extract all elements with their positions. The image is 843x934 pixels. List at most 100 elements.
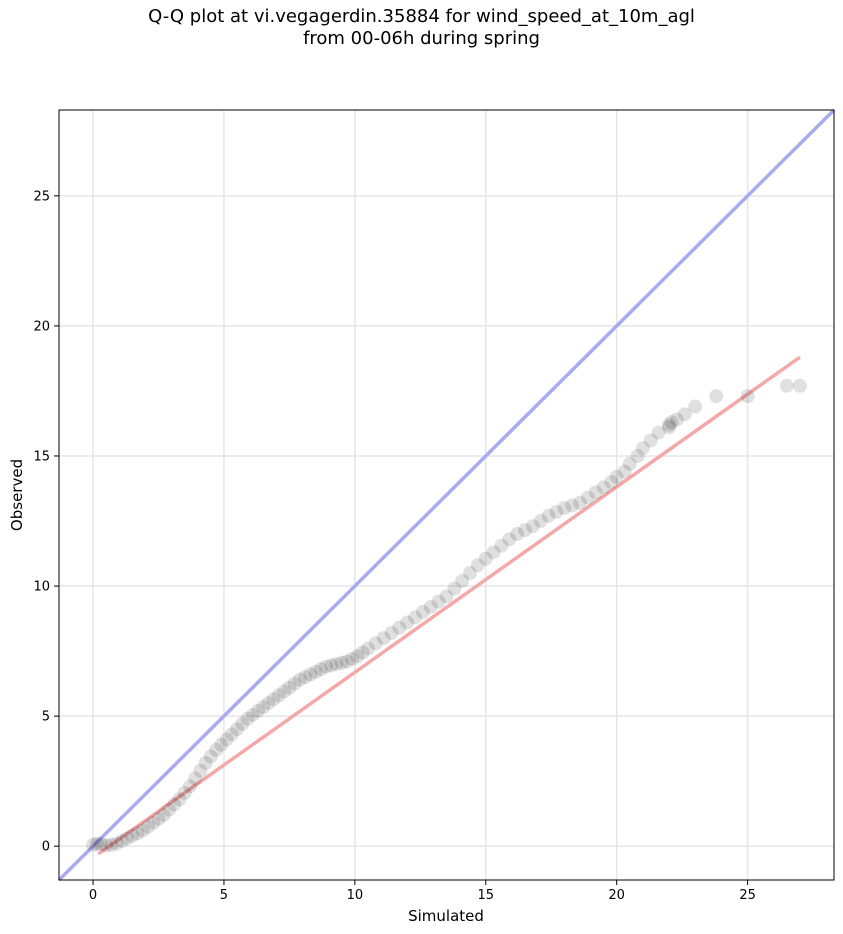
data-point	[518, 523, 533, 538]
data-point	[662, 420, 677, 435]
data-point	[261, 696, 276, 711]
data-point	[669, 412, 684, 427]
data-point	[494, 538, 509, 553]
data-point	[617, 464, 632, 479]
data-point	[510, 527, 525, 542]
data-point	[109, 836, 124, 851]
data-point	[135, 823, 150, 838]
data-points	[86, 378, 807, 853]
data-point	[557, 501, 572, 516]
data-point	[177, 785, 192, 800]
data-point	[156, 807, 171, 822]
data-point	[324, 658, 339, 673]
data-point	[525, 519, 540, 534]
data-point	[256, 700, 271, 715]
data-point	[502, 532, 517, 547]
axis-ticks: 0 5 10 15 20 25 0 5 10 15 20 25	[33, 189, 755, 903]
fit-line	[97, 355, 801, 856]
x-tick-label: 20	[608, 888, 625, 903]
data-point	[580, 490, 595, 505]
data-point	[298, 670, 313, 685]
data-point	[235, 716, 250, 731]
identity-line	[57, 108, 836, 882]
data-point	[120, 831, 135, 846]
data-point	[609, 469, 624, 484]
data-point	[266, 692, 281, 707]
grid-lines	[59, 110, 834, 880]
data-point	[303, 667, 318, 682]
data-point	[740, 389, 755, 404]
y-tick-label: 5	[42, 710, 50, 725]
data-point	[146, 815, 161, 830]
data-point	[664, 415, 679, 430]
data-point	[104, 837, 119, 852]
data-point	[214, 737, 229, 752]
data-point	[193, 763, 208, 778]
data-point	[89, 836, 104, 851]
data-point	[198, 755, 213, 770]
y-tick-label: 0	[42, 840, 50, 855]
data-point	[447, 581, 462, 596]
data-point	[167, 797, 182, 812]
data-point	[141, 819, 156, 834]
data-point	[277, 684, 292, 699]
data-point	[400, 615, 415, 630]
data-point	[368, 636, 383, 651]
data-point	[271, 688, 286, 703]
y-axis-label: Observed	[8, 459, 26, 531]
data-point	[455, 573, 470, 588]
data-point	[93, 837, 108, 852]
data-point	[114, 833, 129, 848]
data-point	[470, 558, 485, 573]
data-point	[478, 551, 493, 566]
x-tick-label: 25	[739, 888, 756, 903]
data-point	[376, 631, 391, 646]
data-point	[182, 779, 197, 794]
data-point	[588, 485, 603, 500]
data-point	[384, 625, 399, 640]
chart-title-line2: from 00-06h during spring	[303, 28, 540, 49]
data-point	[224, 727, 239, 742]
data-point	[355, 645, 370, 660]
data-point	[99, 838, 114, 853]
data-point	[319, 659, 334, 674]
data-point	[439, 589, 454, 604]
x-tick-label: 15	[478, 888, 495, 903]
data-point	[779, 378, 794, 393]
data-point	[486, 545, 501, 560]
data-point	[630, 448, 645, 463]
data-point	[565, 498, 580, 513]
x-tick-label: 10	[347, 888, 364, 903]
data-point	[340, 654, 355, 669]
data-point	[334, 655, 349, 670]
data-point	[677, 407, 692, 422]
data-point	[86, 837, 101, 852]
data-point	[415, 605, 430, 620]
y-tick-label: 15	[33, 449, 50, 464]
x-axis-label: Simulated	[408, 907, 484, 925]
data-point	[643, 433, 658, 448]
data-point	[549, 504, 564, 519]
chart-title-line1: Q-Q plot at vi.vegagerdin.35884 for wind…	[148, 6, 695, 27]
data-point	[130, 826, 145, 841]
data-point	[209, 742, 224, 757]
data-point	[662, 417, 677, 432]
data-point	[431, 594, 446, 609]
data-point	[172, 792, 187, 807]
data-point	[219, 732, 234, 747]
data-point	[329, 657, 344, 672]
data-point	[360, 641, 375, 656]
plot-frame	[58, 109, 835, 881]
data-point	[463, 566, 478, 581]
data-point	[423, 599, 438, 614]
data-point	[250, 703, 265, 718]
x-tick-label: 5	[220, 888, 228, 903]
data-point	[125, 828, 140, 843]
data-point	[230, 722, 245, 737]
data-point	[651, 425, 666, 440]
data-point	[151, 811, 166, 826]
chart-title: Q-Q plot at vi.vegagerdin.35884 for wind…	[0, 6, 843, 50]
data-point	[533, 514, 548, 529]
y-tick-label: 10	[33, 580, 50, 595]
